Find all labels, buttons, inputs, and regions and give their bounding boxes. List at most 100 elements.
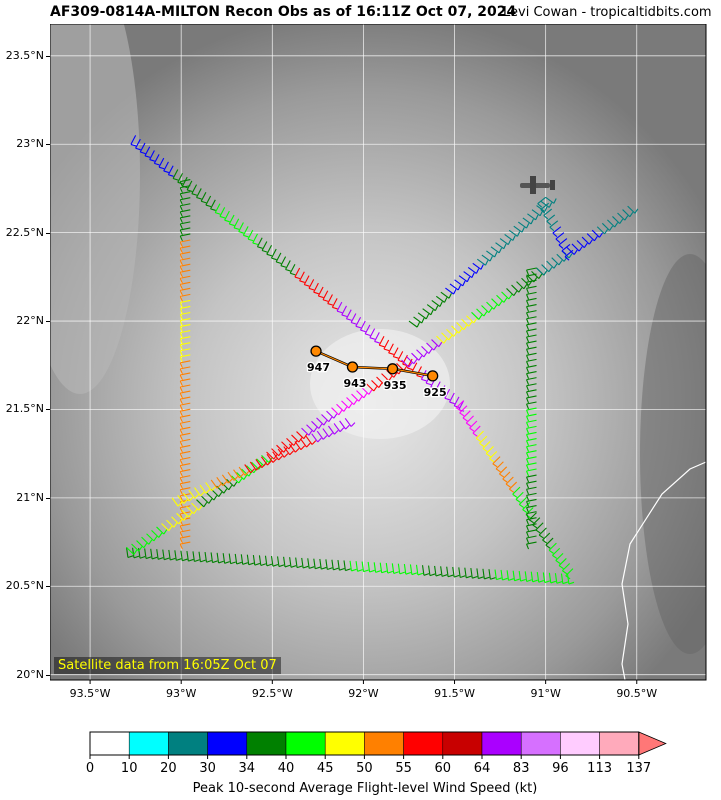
wind-barb (326, 410, 335, 419)
wind-barb-flag (179, 187, 183, 193)
wind-barb (413, 316, 423, 324)
wind-barb-flag (425, 382, 432, 386)
wind-barb (146, 533, 155, 542)
wind-barb (607, 219, 616, 228)
wind-barb-flag (459, 412, 465, 417)
wind-barb-flag (253, 467, 258, 474)
wind-barb (210, 479, 218, 489)
wind-barb (249, 461, 257, 471)
wind-barb (252, 554, 256, 566)
wind-barb-flag (471, 272, 475, 278)
wind-barb-flag (532, 579, 538, 583)
wind-barb-flag (323, 420, 328, 426)
colorbar-tick-label: 0 (86, 761, 94, 776)
wind-barb-flag (388, 352, 394, 355)
wind-barb (526, 480, 537, 484)
wind-barb (545, 196, 555, 204)
wind-barb (331, 298, 338, 308)
wind-barb (556, 253, 565, 262)
wind-barb (139, 142, 146, 153)
wind-barb-flag (535, 214, 539, 221)
wind-barb (489, 451, 498, 460)
colorbar-cell (128, 731, 169, 756)
wind-barb-flag (328, 416, 333, 422)
wind-barb (486, 301, 495, 310)
wind-barb (385, 562, 389, 574)
wind-barb (526, 425, 537, 429)
wind-barb (311, 433, 319, 443)
wind-barb (535, 522, 544, 531)
wind-barb-flag (271, 257, 277, 261)
flight-leg (455, 400, 574, 580)
wind-barb (226, 478, 235, 487)
wind-barb (381, 373, 390, 382)
wind-barb-flag (381, 570, 387, 574)
wind-barb-flag (230, 561, 236, 565)
wind-barb-flag (507, 239, 512, 245)
colorbar-tick-label: 60 (435, 761, 452, 776)
lat-tick-mark (46, 674, 50, 676)
wind-barb (341, 400, 350, 409)
wind-barb (141, 536, 150, 545)
wind-barb-flag (526, 312, 530, 318)
wind-barb-flag (444, 297, 448, 303)
wind-barb-flag (543, 215, 549, 220)
wind-barb (452, 566, 455, 578)
lon-tick-label: 93°W (166, 687, 196, 700)
wind-barb-flag (233, 227, 240, 230)
credit-text: Levi Cowan - tropicaltidbits.com (503, 5, 712, 20)
wind-barb (526, 450, 537, 454)
wind-barb (617, 212, 626, 221)
wind-barb (531, 271, 540, 279)
wind-barb-flag (526, 281, 530, 288)
wind-barb-flag (163, 170, 170, 174)
lat-tick-mark (46, 586, 50, 588)
wind-barb-flag (526, 543, 530, 550)
wind-barb-flag (599, 232, 603, 238)
wind-barb-flag (564, 256, 570, 261)
wind-barb (446, 566, 449, 577)
wind-barb (333, 423, 341, 433)
wind-barb-flag (179, 259, 183, 266)
wind-barb (542, 572, 546, 583)
wind-barb-flag (526, 403, 530, 410)
wind-barb (551, 257, 560, 266)
wind-barb-flag (473, 318, 478, 324)
wind-barb (470, 568, 473, 579)
wind-barb-flag (495, 468, 501, 473)
wind-barb-flag (143, 542, 148, 549)
wind-barb (308, 279, 315, 289)
wind-barb (158, 157, 165, 168)
wind-barb-flag (179, 423, 183, 429)
wind-barb-flag (179, 525, 183, 532)
wind-barb (436, 335, 445, 344)
colorbar-cell (364, 731, 404, 756)
wind-barb (526, 535, 537, 539)
wind-barb (397, 563, 401, 574)
wind-barb-flag (526, 507, 530, 513)
wind-barb (174, 550, 177, 561)
wind-barb (336, 301, 343, 312)
wind-barb-flag (363, 569, 369, 573)
wind-barb-flag (353, 399, 358, 405)
wind-barb-flag (484, 576, 490, 580)
wind-barb-flag (268, 457, 273, 463)
wind-barb (526, 444, 537, 448)
wind-barb (561, 563, 571, 572)
wind-barb (417, 312, 427, 320)
wind-barb-flag (475, 268, 480, 274)
wind-barb (291, 434, 300, 443)
wind-barb-flag (227, 478, 233, 484)
wind-barb-flag (526, 470, 530, 477)
wind-barb (227, 471, 235, 481)
wind-barb (191, 502, 200, 511)
wind-barb-flag (448, 335, 453, 341)
axis-ticks: 93.5°W 93°W 92.5°W 92°W 91.5°W 91°W 90.5°W (70, 680, 657, 700)
wind-barb-flag (548, 202, 553, 208)
wind-barb (294, 267, 301, 278)
wind-barb-flag (300, 445, 306, 451)
wind-barb-flag (154, 162, 160, 166)
wind-barb (180, 191, 191, 195)
wind-barb-flag (205, 204, 212, 208)
wind-barb (144, 146, 151, 157)
